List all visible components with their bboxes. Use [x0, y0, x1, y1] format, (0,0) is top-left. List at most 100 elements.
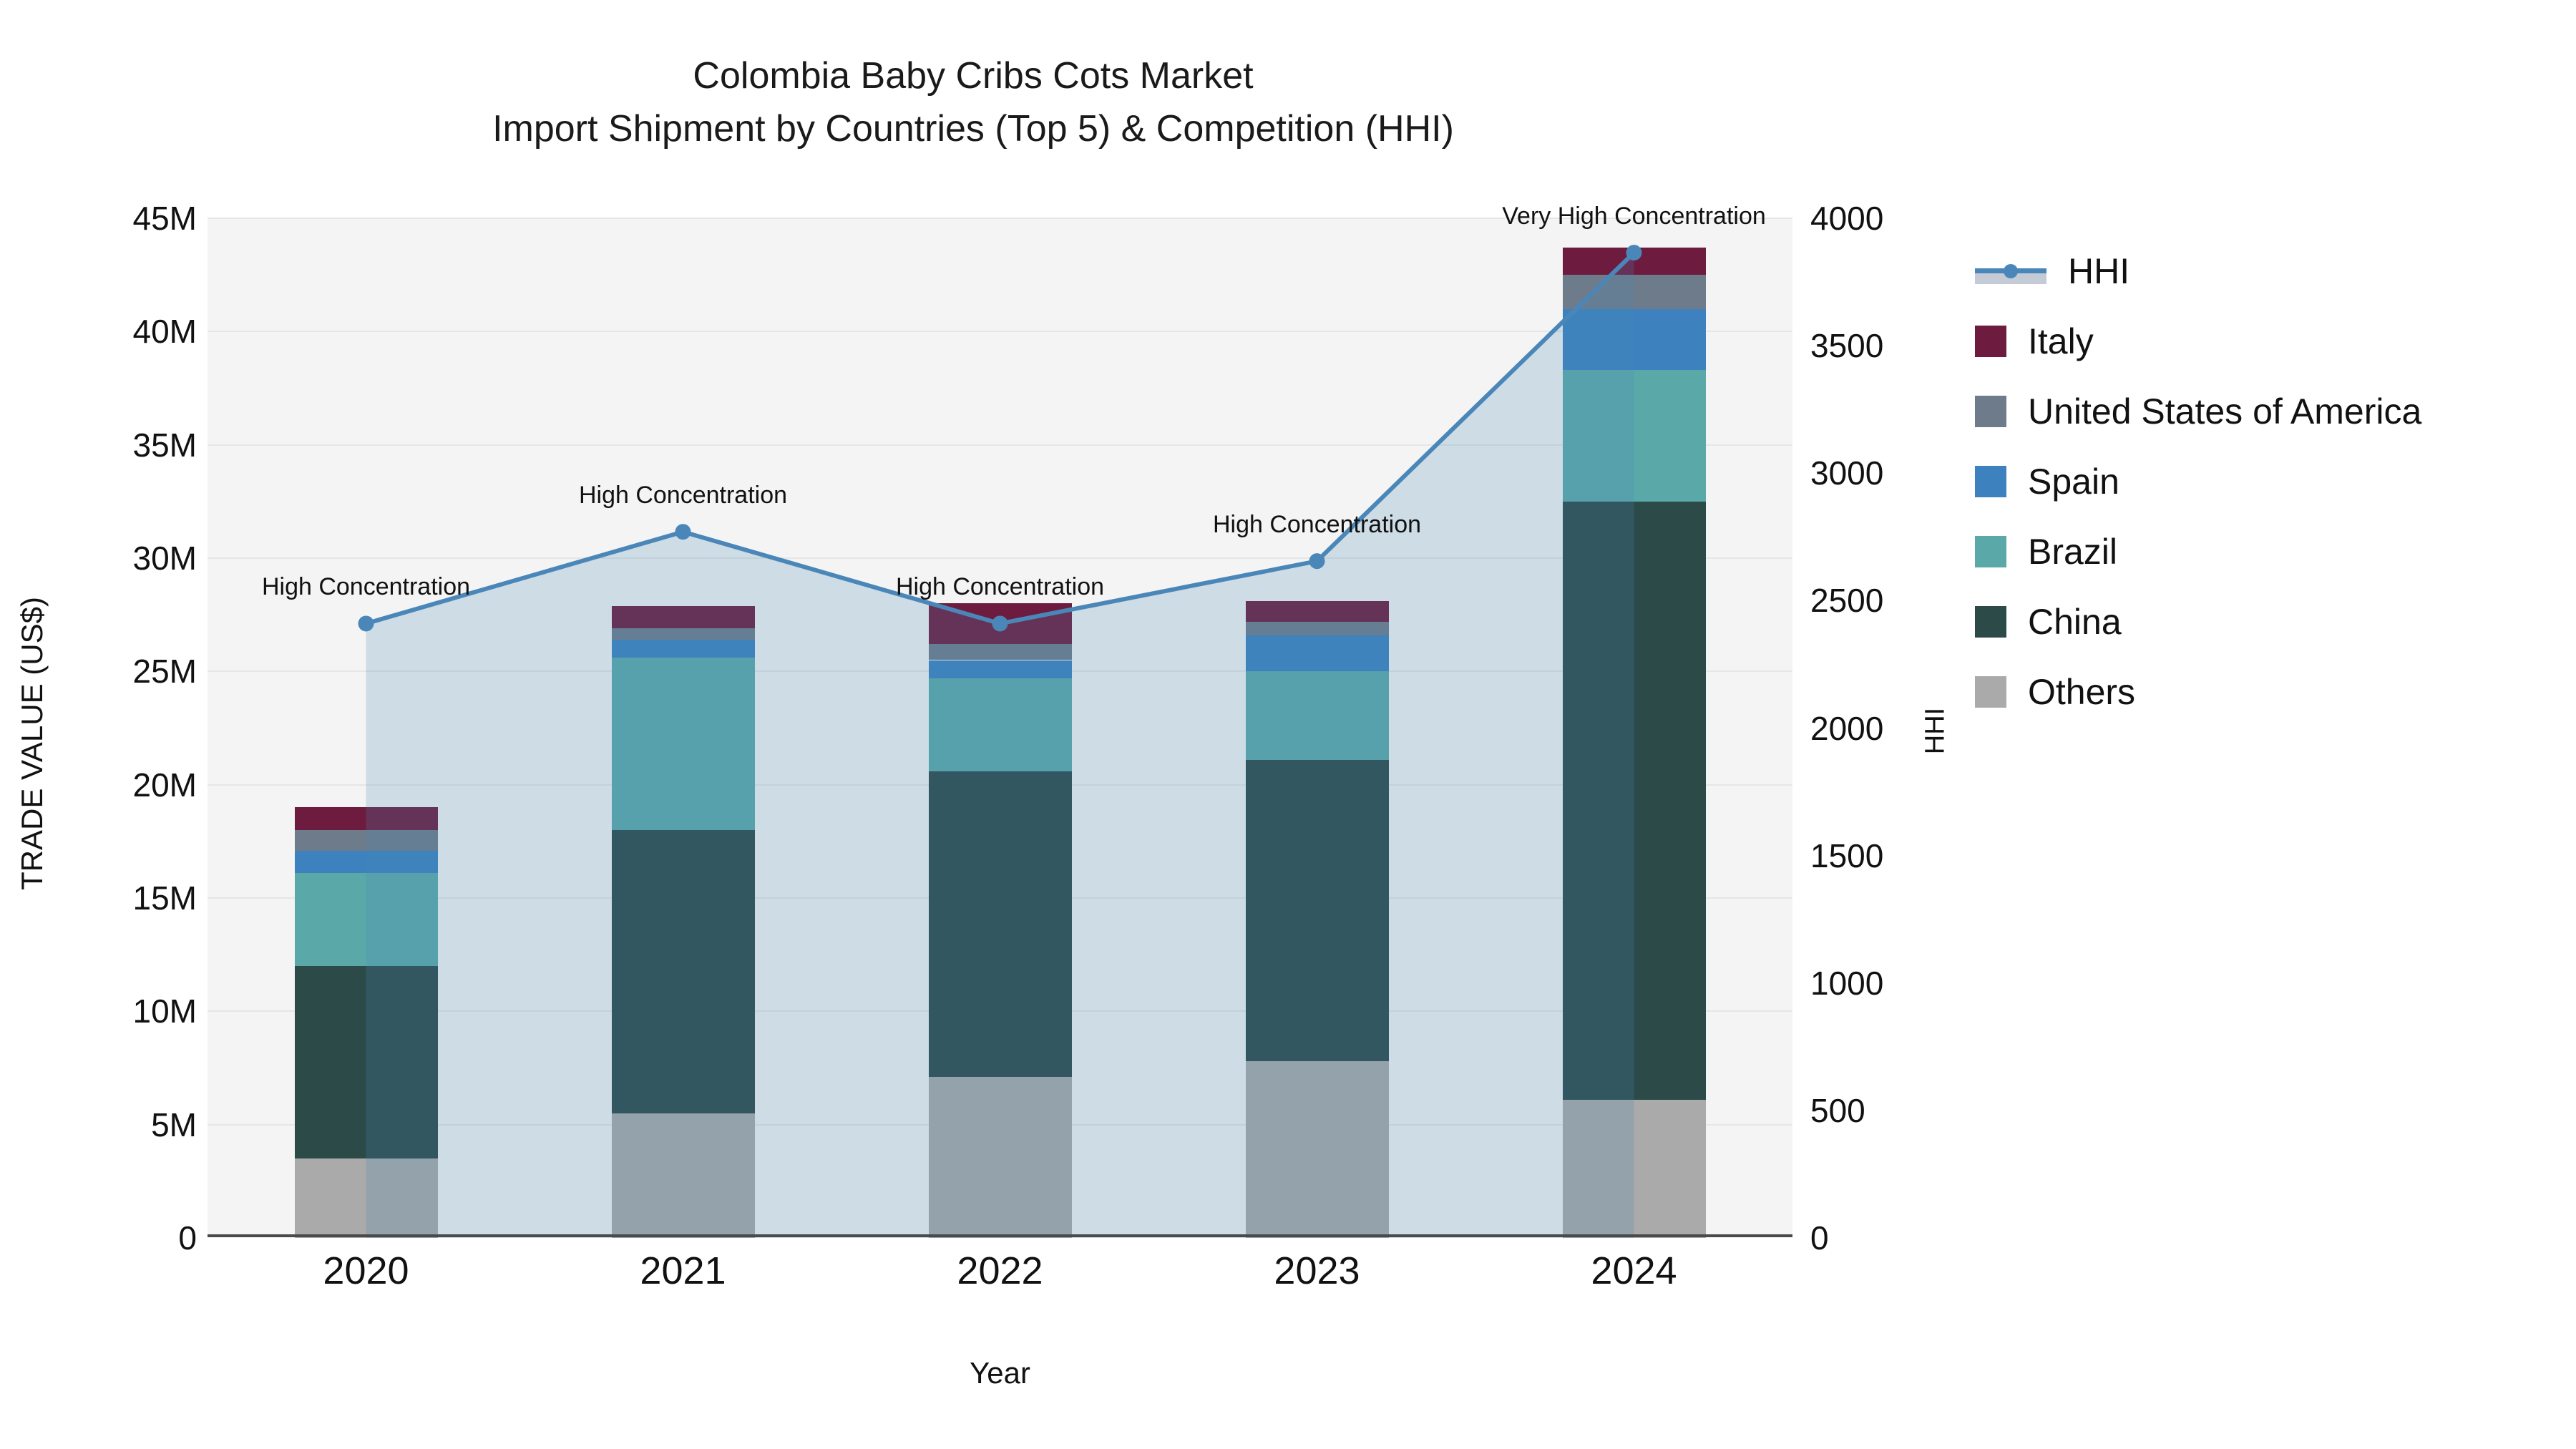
- y-tick-label-right: 1500: [1810, 836, 1884, 874]
- y-tick-label-right: 1000: [1810, 964, 1884, 1002]
- concentration-annotation: High Concentration: [261, 573, 471, 601]
- y-tick-label-left: 25M: [132, 653, 197, 691]
- bar-segment[interactable]: [294, 966, 438, 1159]
- y-tick-label-right: 3000: [1810, 454, 1884, 492]
- y-axis-right-label: HHI: [1920, 707, 1951, 755]
- bar-segment[interactable]: [611, 1113, 755, 1238]
- x-tick-label: 2022: [957, 1249, 1043, 1292]
- bar-segment[interactable]: [294, 1158, 438, 1238]
- bar-segment[interactable]: [1245, 621, 1389, 635]
- y-tick-label-right: 500: [1810, 1091, 1865, 1129]
- bar-segment[interactable]: [928, 644, 1072, 660]
- bar-segment[interactable]: [294, 830, 438, 851]
- bar-segment[interactable]: [928, 771, 1072, 1078]
- bar-segment[interactable]: [294, 850, 438, 874]
- bar-segment[interactable]: [1562, 1099, 1706, 1238]
- y-tick-label-right: 0: [1810, 1219, 1829, 1257]
- legend-line-marker: [1975, 255, 2046, 287]
- chart-title: Colombia Baby Cribs Cots Market Import S…: [0, 50, 1946, 156]
- bar-segment[interactable]: [1562, 370, 1706, 502]
- legend-color-swatch: [1975, 676, 2006, 708]
- y-tick-label-left: 45M: [132, 200, 197, 237]
- y-tick-label-left: 20M: [132, 766, 197, 804]
- legend-label: HHI: [2068, 251, 2130, 291]
- legend-color-swatch: [1975, 466, 2006, 497]
- bar-column[interactable]: [1245, 218, 1389, 1238]
- y-tick-label-left: 0: [178, 1219, 197, 1257]
- bar-segment[interactable]: [611, 640, 755, 658]
- concentration-annotation: High Concentration: [578, 482, 788, 509]
- y-tick-label-left: 5M: [151, 1106, 197, 1143]
- legend-item[interactable]: Spain: [1975, 447, 2421, 517]
- legend-color-swatch: [1975, 606, 2006, 638]
- bar-segment[interactable]: [294, 807, 438, 830]
- hhi-line-series: [358, 245, 1642, 1238]
- bar-column[interactable]: [928, 218, 1072, 1238]
- bar-segment[interactable]: [1562, 275, 1706, 309]
- x-tick-label: 2023: [1274, 1249, 1360, 1292]
- x-tick-label: 2024: [1591, 1249, 1677, 1292]
- bar-segment[interactable]: [1245, 635, 1389, 672]
- y-tick-label-right: 4000: [1810, 200, 1884, 237]
- bar-segment[interactable]: [928, 678, 1072, 771]
- y-tick-label-left: 10M: [132, 992, 197, 1030]
- bar-segment[interactable]: [928, 1077, 1072, 1238]
- y-tick-label-right: 2500: [1810, 582, 1884, 620]
- legend-item[interactable]: Others: [1975, 657, 2421, 727]
- y-tick-label-right: 3500: [1810, 327, 1884, 365]
- gridline: [208, 331, 1792, 333]
- hhi-marker[interactable]: [675, 524, 691, 540]
- legend-item[interactable]: Italy: [1975, 306, 2421, 376]
- legend-item[interactable]: HHI: [1975, 236, 2421, 306]
- legend-label: Spain: [2028, 462, 2119, 502]
- legend-label: China: [2028, 602, 2122, 642]
- bar-segment[interactable]: [611, 605, 755, 629]
- y-tick-label-left: 40M: [132, 313, 197, 351]
- hhi-marker[interactable]: [358, 615, 374, 632]
- hhi-area-fill: [366, 253, 1634, 1238]
- bar-segment[interactable]: [1562, 308, 1706, 371]
- legend-label: Italy: [2028, 321, 2094, 361]
- legend-color-swatch: [1975, 536, 2006, 567]
- title-line-1: Colombia Baby Cribs Cots Market: [693, 55, 1254, 97]
- gridline: [208, 557, 1792, 559]
- legend-color-swatch: [1975, 326, 2006, 357]
- bar-column[interactable]: [294, 218, 438, 1238]
- x-tick-label: 2020: [323, 1249, 409, 1292]
- bar-segment[interactable]: [611, 830, 755, 1113]
- hhi-marker[interactable]: [992, 615, 1008, 632]
- gridline: [208, 444, 1792, 446]
- bar-segment[interactable]: [1245, 671, 1389, 760]
- hhi-marker[interactable]: [1626, 245, 1642, 261]
- x-axis-line: [208, 1234, 1792, 1237]
- bar-segment[interactable]: [611, 658, 755, 830]
- bar-segment[interactable]: [928, 660, 1072, 678]
- legend-item[interactable]: Brazil: [1975, 517, 2421, 587]
- concentration-annotation: High Concentration: [895, 573, 1105, 601]
- bar-column[interactable]: [1562, 218, 1706, 1238]
- bar-segment[interactable]: [1245, 759, 1389, 1061]
- hhi-marker[interactable]: [1309, 553, 1325, 570]
- concentration-annotation: High Concentration: [1212, 511, 1422, 539]
- legend-item[interactable]: United States of America: [1975, 376, 2421, 447]
- legend-label: Brazil: [2028, 532, 2118, 572]
- y-axis-left-label: TRADE VALUE (US$): [15, 597, 49, 890]
- x-tick-label: 2021: [640, 1249, 726, 1292]
- y-tick-label-left: 35M: [132, 426, 197, 464]
- concentration-annotation: Very High Concentration: [1502, 203, 1766, 230]
- bar-segment[interactable]: [1562, 501, 1706, 1100]
- legend: HHI Italy United States of America Spain Bra…: [1975, 236, 2421, 727]
- legend-label: Others: [2028, 672, 2136, 712]
- gridline: [208, 218, 1792, 219]
- legend-item[interactable]: China: [1975, 587, 2421, 657]
- bar-segment[interactable]: [1245, 1061, 1389, 1238]
- bar-segment[interactable]: [611, 628, 755, 640]
- y-tick-label-left: 30M: [132, 540, 197, 577]
- bar-segment[interactable]: [1245, 601, 1389, 622]
- legend-label: United States of America: [2028, 391, 2422, 431]
- legend-color-swatch: [1975, 396, 2006, 427]
- bar-column[interactable]: [611, 218, 755, 1238]
- bar-segment[interactable]: [294, 873, 438, 966]
- x-axis-label: Year: [970, 1356, 1030, 1390]
